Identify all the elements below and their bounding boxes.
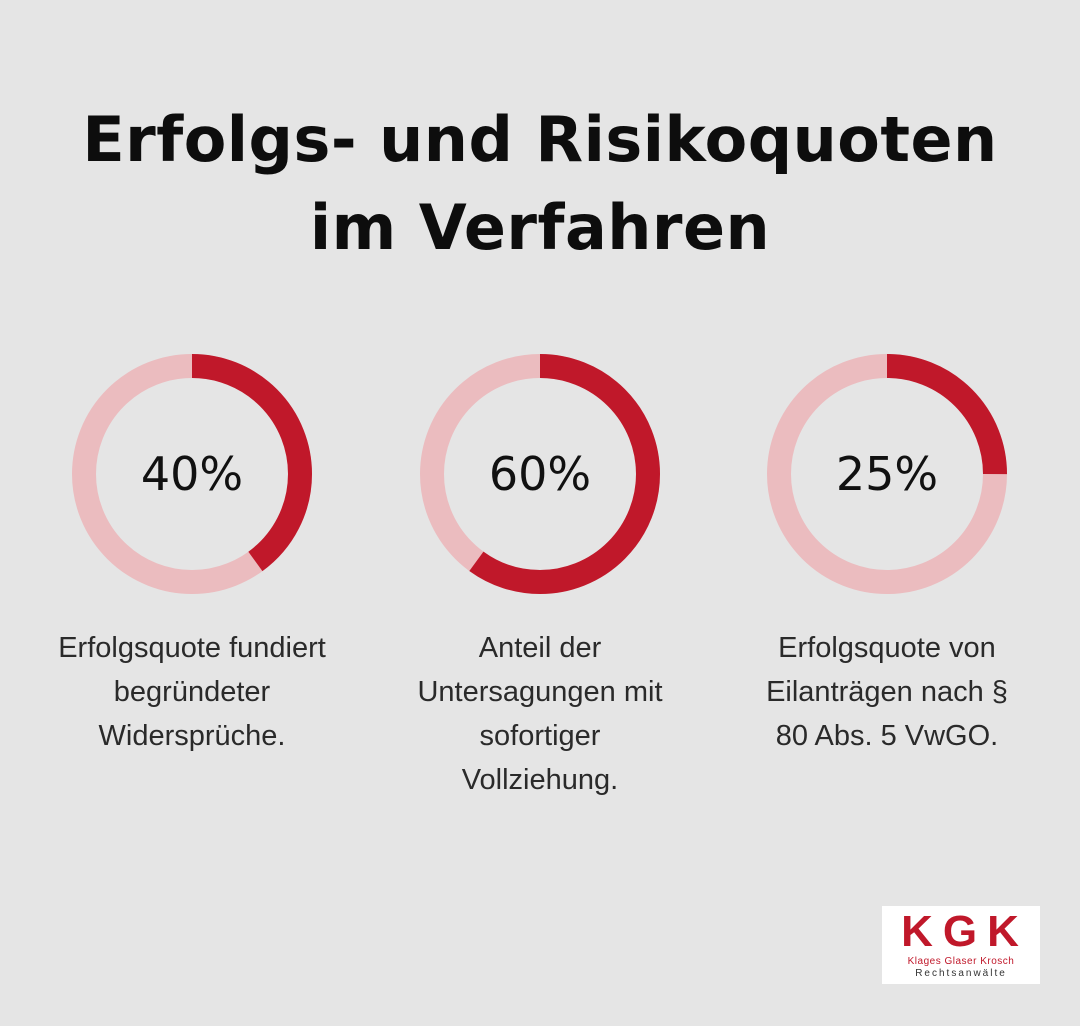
percentage-label-3: 25% [835,447,939,501]
caption-2-line-4: Vollziehung. [461,764,619,796]
caption-2-line-2: Untersagungen mit [417,676,663,708]
donut-chart-2: 60% [420,354,660,594]
donut-svg-3 [767,354,1007,594]
donut-arc-1 [72,354,312,594]
logo-subtitle: Rechtsanwälte [915,968,1007,979]
caption-1-line-1: Erfolgsquote fundiert [58,632,326,664]
caption-1-line-2: begründeter [113,676,271,708]
caption-2: Anteil der Untersagungen mit sofortiger … [370,626,710,802]
title-line-2: im Verfahren [309,191,771,264]
donut-svg-1 [72,354,312,594]
donut-arc-3 [767,354,1007,594]
percentage-label-2: 60% [488,447,592,501]
caption-2-line-1: Anteil der [478,632,602,664]
title-line-1: Erfolgs- und Risikoquoten [82,103,998,176]
logo-names: Klages Glaser Krosch [907,956,1015,967]
percentage-label-1: 40% [140,447,244,501]
caption-2-line-3: sofortiger [479,720,601,752]
caption-3: Erfolgsquote von Eilanträgen nach § 80 A… [717,626,1057,758]
caption-3-line-1: Erfolgsquote von [778,632,996,664]
logo-letters: KGK [901,907,1029,956]
donut-chart-1: 40% [72,354,312,594]
donut-chart-3: 25% [767,354,1007,594]
donut-svg-2 [420,354,660,594]
donut-arc-2 [420,354,660,594]
caption-1-line-3: Widersprüche. [98,720,286,752]
caption-3-line-2: Eilanträgen nach § [766,676,1008,708]
caption-3-line-3: 80 Abs. 5 VwGO. [775,720,999,752]
kgk-logo: KGK Klages Glaser Krosch Rechtsanwälte [882,906,1040,984]
page-title: Erfolgs- und Risikoquoten im Verfahren [0,96,1080,272]
caption-1: Erfolgsquote fundiert begründeter Widers… [22,626,362,758]
